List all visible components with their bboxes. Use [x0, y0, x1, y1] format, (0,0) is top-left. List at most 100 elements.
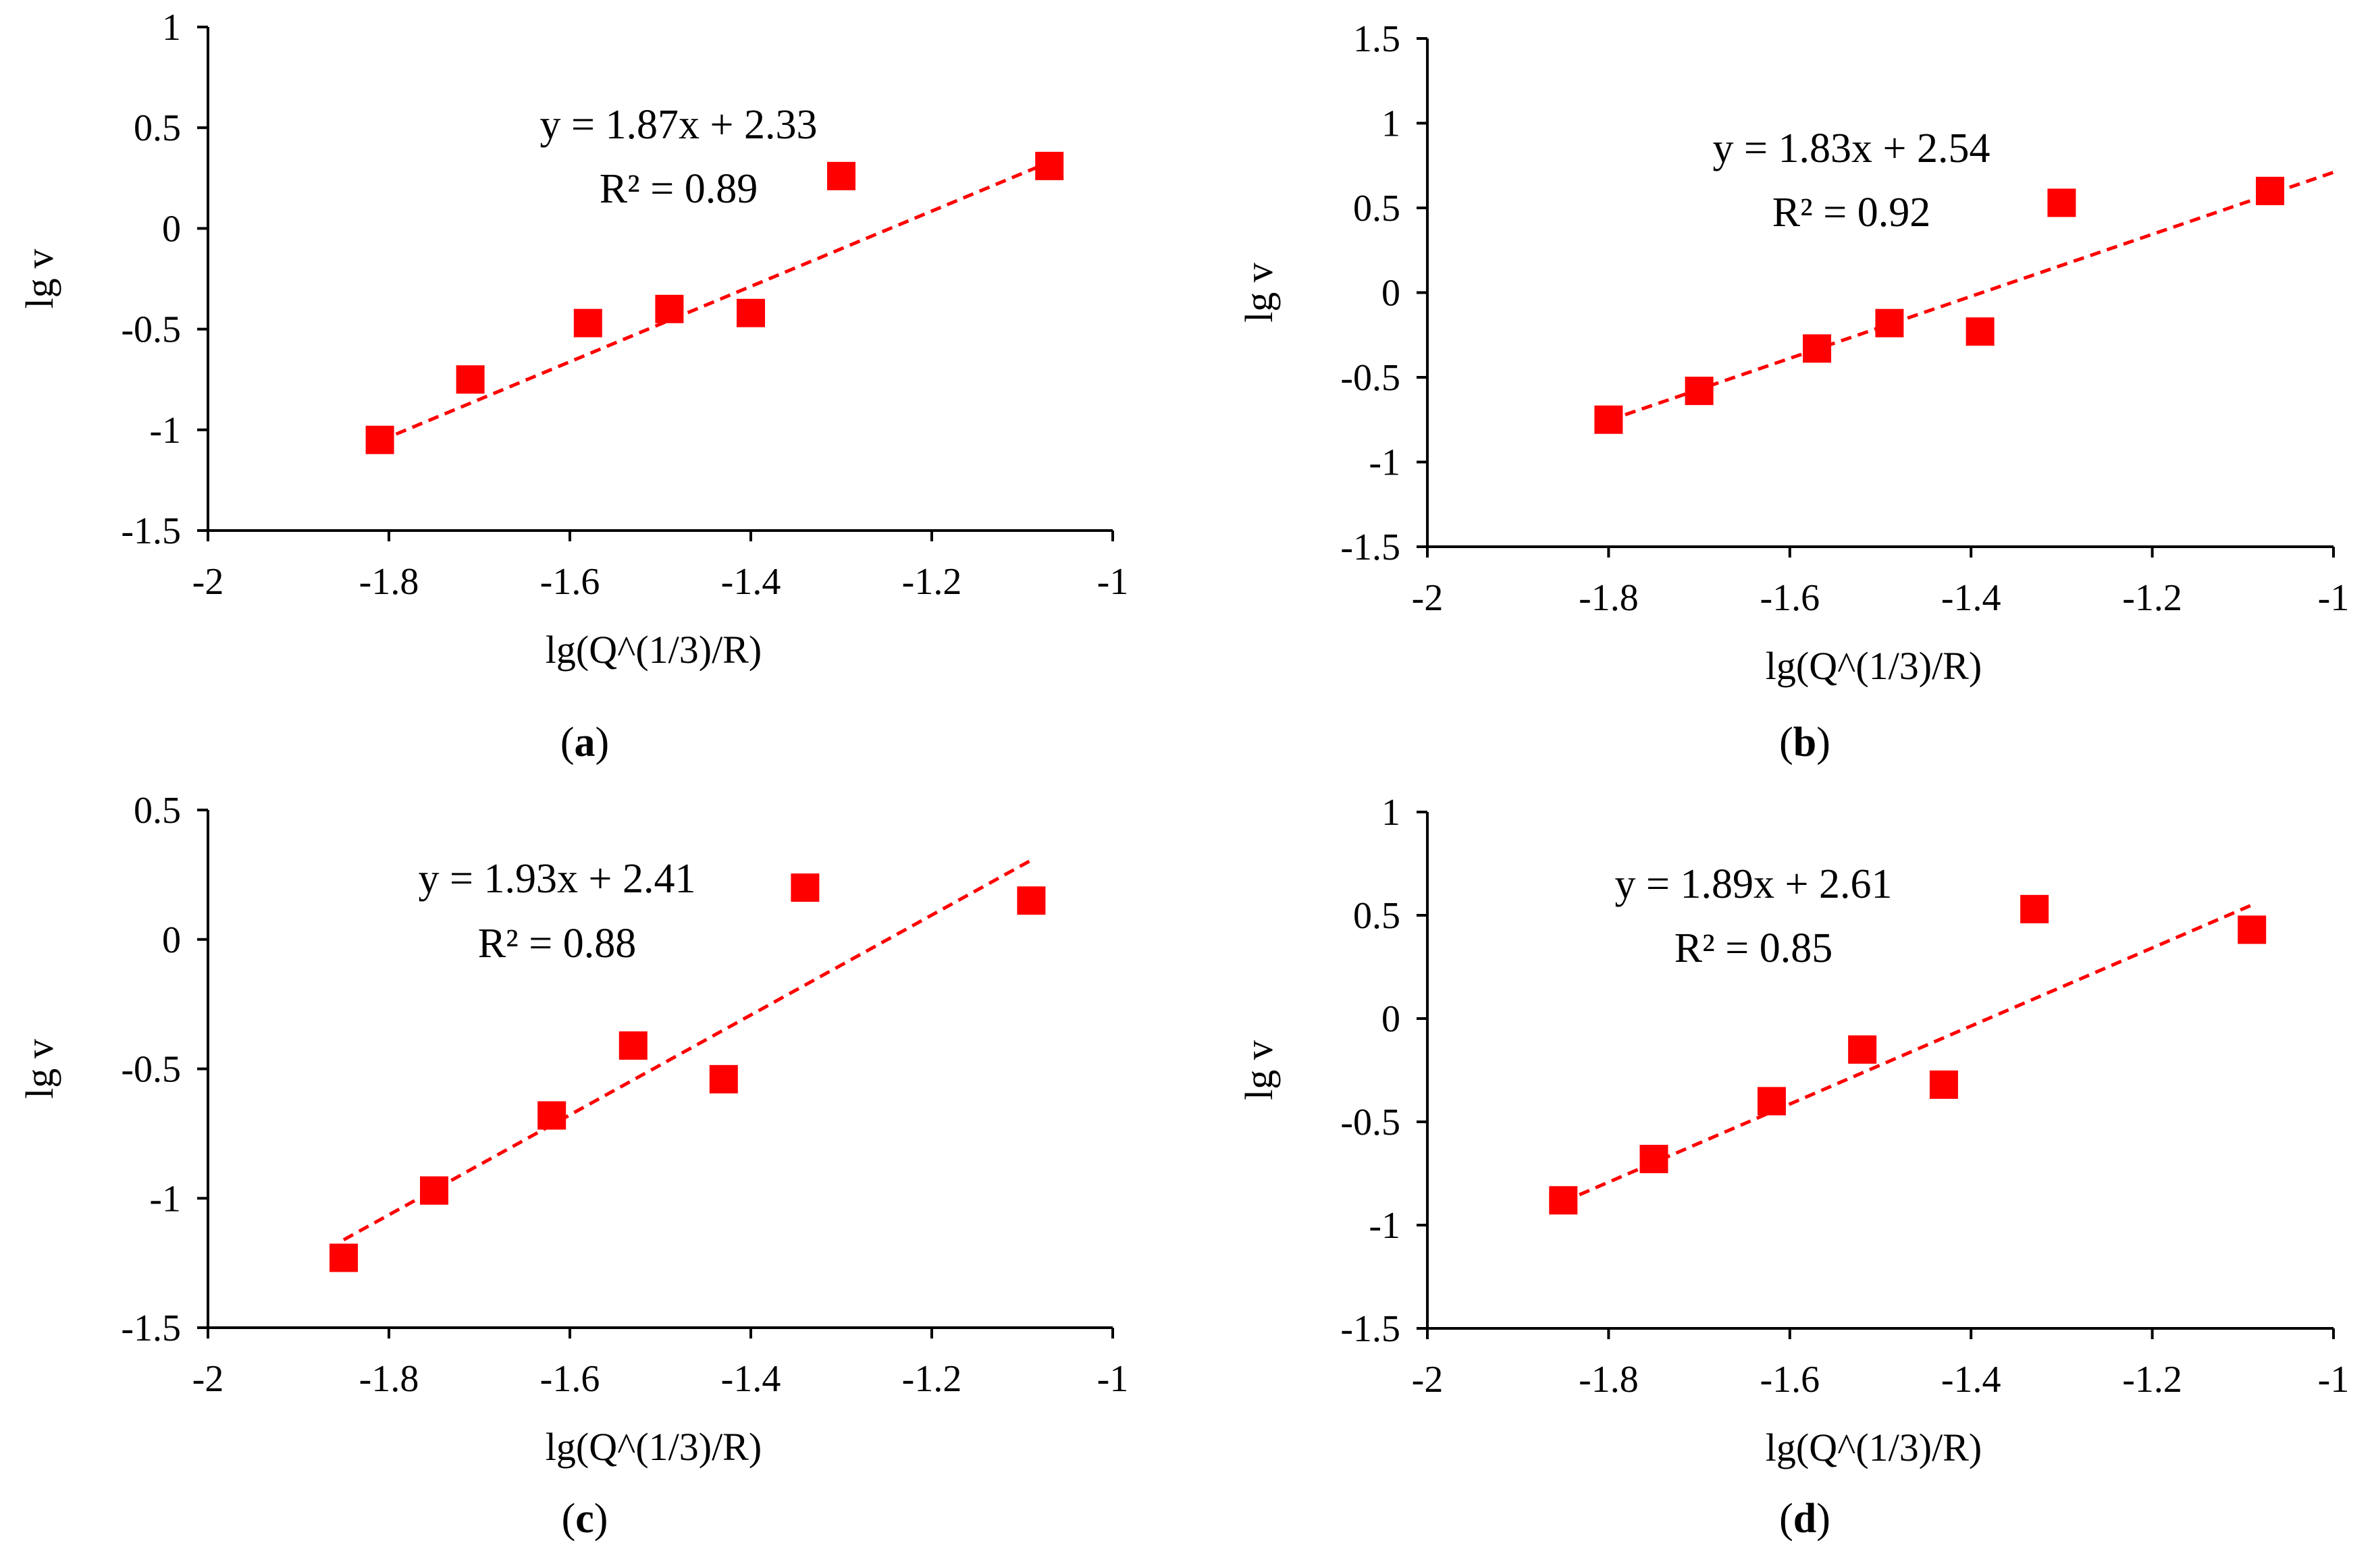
- data-point: [1757, 1087, 1786, 1116]
- x-tick-label: -1.4: [1941, 577, 2001, 619]
- y-tick-label: 1: [1381, 792, 1400, 834]
- y-tick-label: 1: [162, 7, 181, 49]
- x-tick-label: -1: [1097, 561, 1129, 603]
- panel-caption: (a): [560, 720, 609, 765]
- y-tick-label: 0: [1381, 998, 1400, 1040]
- data-point: [2020, 894, 2049, 923]
- y-tick-label: -0.5: [1340, 1102, 1400, 1143]
- y-tick-label: 0: [162, 208, 181, 250]
- y-tick-label: -1.5: [121, 1307, 181, 1349]
- x-axis-label: lg(Q^(1/3)/R): [546, 628, 762, 672]
- caption-open-paren: (: [560, 720, 575, 765]
- data-point: [709, 1064, 738, 1093]
- r-squared-value: R² = 0.88: [478, 921, 636, 967]
- y-axis-label: lg v: [18, 1039, 61, 1099]
- y-tick-label: -1: [149, 410, 181, 452]
- data-point: [1875, 308, 1904, 337]
- panel-caption: (c): [562, 1496, 608, 1542]
- data-point: [827, 161, 855, 190]
- caption-letter: b: [1793, 720, 1816, 765]
- x-tick-label: -1.2: [902, 1358, 962, 1400]
- data-point: [1639, 1145, 1668, 1174]
- trendline-equation: y = 1.93x + 2.41: [419, 856, 696, 902]
- x-tick-label: -2: [192, 1358, 224, 1400]
- x-tick-label: -1.2: [902, 561, 962, 603]
- data-point: [2047, 188, 2076, 217]
- trendline: [1608, 170, 2334, 423]
- data-point: [1017, 886, 1046, 915]
- y-tick-label: 1: [1381, 103, 1400, 145]
- data-point: [1594, 405, 1623, 434]
- data-point: [537, 1101, 566, 1130]
- x-tick-label: -1.2: [2122, 1359, 2182, 1401]
- data-point: [737, 298, 765, 327]
- r-squared-value: R² = 0.89: [600, 166, 758, 212]
- x-tick-label: -2: [1412, 1359, 1444, 1401]
- r-squared-value: R² = 0.92: [1772, 190, 1930, 236]
- panel-caption: (b): [1779, 720, 1830, 765]
- data-point: [655, 294, 684, 323]
- x-tick-label: -1.4: [721, 1358, 781, 1400]
- data-point: [1966, 317, 1995, 346]
- x-tick-label: -1.8: [1579, 1359, 1639, 1401]
- caption-letter: c: [575, 1496, 594, 1542]
- y-tick-label: -1.5: [1340, 1308, 1400, 1350]
- data-point: [1803, 334, 1832, 363]
- trendline: [342, 859, 1032, 1241]
- y-tick-label: -0.5: [1340, 357, 1400, 399]
- x-tick-label: -1.8: [359, 561, 419, 603]
- x-tick-label: -2: [192, 561, 224, 603]
- trendline: [379, 164, 1041, 443]
- x-tick-label: -2: [1412, 577, 1444, 619]
- x-axis-label: lg(Q^(1/3)/R): [1766, 644, 1982, 688]
- data-point: [1549, 1186, 1578, 1215]
- x-tick-label: -1.2: [2122, 577, 2182, 619]
- caption-letter: a: [575, 720, 596, 765]
- chart-panel-b: -1.5 -1 -0.5 0 0.5 1 1.5 -2 -1.8 -1.6 -1.4 -1.2 -1 lg…: [1237, 18, 2349, 765]
- data-point: [420, 1176, 448, 1205]
- chart-panel-d: -1.5 -1 -0.5 0 0.5 1 -2 -1.8 -1.6 -1.4 -1.2 -1 lg(Q^…: [1237, 792, 2349, 1542]
- data-point: [1035, 151, 1064, 180]
- trendline-equation: y = 1.83x + 2.54: [1713, 126, 1990, 171]
- x-tick-label: -1: [2318, 1359, 2350, 1401]
- y-tick-label: -1: [1369, 1205, 1400, 1247]
- y-tick-label: 0.5: [1353, 188, 1400, 229]
- trendline: [1562, 903, 2253, 1204]
- y-tick-label: -1: [1369, 442, 1400, 484]
- data-point: [1848, 1035, 1877, 1064]
- caption-close-paren: ): [596, 720, 610, 765]
- y-axis-label: lg v: [1237, 1040, 1281, 1100]
- x-tick-label: -1: [1097, 1358, 1129, 1400]
- data-point: [573, 308, 602, 337]
- y-tick-label: 1.5: [1353, 18, 1400, 60]
- caption-close-paren: ): [1816, 1496, 1830, 1542]
- x-tick-label: -1.6: [540, 1358, 600, 1400]
- y-axis-label: lg v: [1237, 263, 1281, 323]
- chart-panel-c: -1.5 -1 -0.5 0 0.5 -2 -1.8 -1.6 -1.4 -1.2 -1 lg(Q^(…: [18, 790, 1128, 1542]
- y-tick-label: -1.5: [121, 510, 181, 552]
- caption-open-paren: (: [1779, 1496, 1793, 1542]
- x-tick-label: -1: [2318, 577, 2350, 619]
- caption-close-paren: ): [594, 1496, 608, 1542]
- x-tick-label: -1.8: [1579, 577, 1639, 619]
- data-point: [1685, 377, 1714, 406]
- data-point: [365, 425, 394, 454]
- data-point: [1929, 1070, 1958, 1099]
- y-tick-label: 0.5: [1353, 895, 1400, 937]
- trendline-equation: y = 1.87x + 2.33: [540, 102, 818, 148]
- data-point: [329, 1243, 358, 1272]
- data-point: [791, 873, 820, 902]
- data-point: [618, 1031, 648, 1060]
- x-tick-label: -1.6: [1760, 577, 1820, 619]
- y-tick-label: 0.5: [134, 107, 181, 149]
- y-tick-label: -1.5: [1340, 526, 1400, 568]
- x-tick-label: -1.4: [1941, 1359, 2001, 1401]
- caption-letter: d: [1793, 1496, 1816, 1542]
- x-axis-label: lg(Q^(1/3)/R): [546, 1425, 762, 1469]
- y-tick-label: -1: [149, 1178, 181, 1220]
- y-axis-label: lg v: [18, 249, 61, 309]
- r-squared-value: R² = 0.85: [1674, 925, 1832, 971]
- chart-panel-a: -1.5 -1 -0.5 0 0.5 1 -2 -1.8 -1.6 -1.4 -1.2 -1 lg(Q^…: [18, 7, 1128, 765]
- x-tick-label: -1.8: [359, 1358, 419, 1400]
